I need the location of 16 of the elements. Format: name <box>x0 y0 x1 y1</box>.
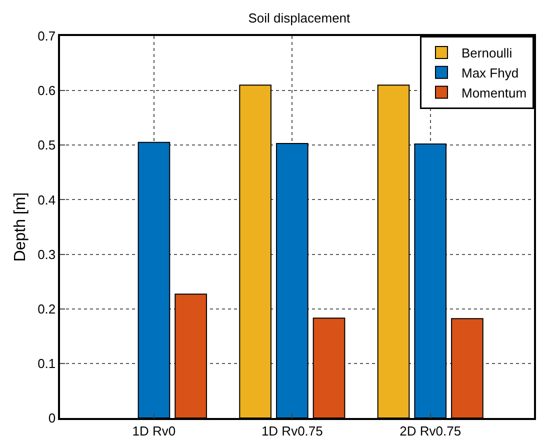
y-tick-label: 0.4 <box>38 192 56 208</box>
chart-title: Soil displacement <box>248 10 351 26</box>
y-tick-label: 0 <box>48 410 56 426</box>
x-tick-label: 1D Rv0 <box>132 423 176 438</box>
y-tick-label: 0.6 <box>38 83 56 98</box>
y-tick-label: 0.5 <box>38 138 56 153</box>
y-tick-label: 0.1 <box>38 356 56 371</box>
legend-label: Momentum <box>462 85 527 100</box>
y-tick-label: 0.3 <box>38 246 56 262</box>
y-axis-title: Depth [m] <box>12 192 29 262</box>
x-tick-label: 1D Rv0.75 <box>261 423 323 438</box>
x-tick-label: 2D Rv0.75 <box>400 423 462 438</box>
legend-label: Max Fhyd <box>462 65 519 80</box>
y-tick-label: 0.2 <box>38 301 56 316</box>
y-tick-label: 0.7 <box>38 28 56 44</box>
legend-label: Bernoulli <box>462 46 512 61</box>
